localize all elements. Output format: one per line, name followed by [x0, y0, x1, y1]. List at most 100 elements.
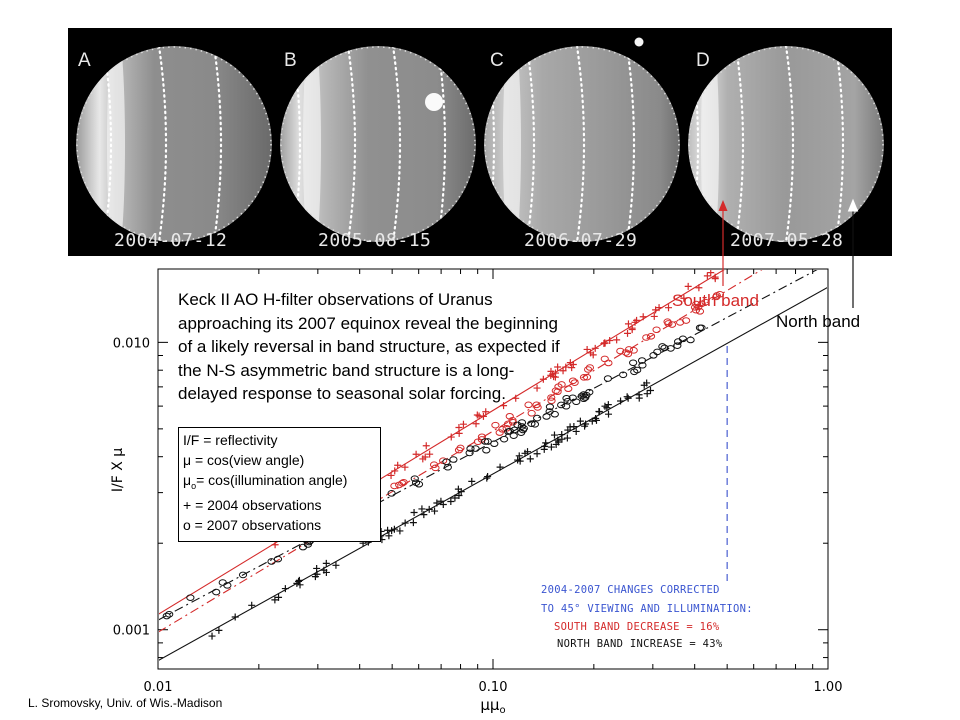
- callout-line: Keck II AO H-filter observations of Uran…: [178, 290, 493, 309]
- north-band-arrowhead: [847, 198, 859, 212]
- data-point-circle: [471, 445, 480, 452]
- data-point-plus: [468, 477, 476, 485]
- data-point-circle: [524, 401, 533, 409]
- data-point-circle: [500, 435, 509, 443]
- data-point-plus: [595, 408, 603, 416]
- data-point-plus: [271, 541, 279, 549]
- data-point-plus: [320, 566, 328, 574]
- data-point-plus: [483, 474, 491, 482]
- data-point-circle: [616, 347, 625, 355]
- data-point-circle: [604, 359, 613, 367]
- data-point-plus: [554, 363, 562, 371]
- data-point-circle: [429, 461, 439, 469]
- y-axis-label: I/F X μ: [110, 448, 126, 492]
- credit-text: L. Sromovsky, Univ. of Wis.-Madison: [28, 696, 223, 710]
- x-tick-label: 0.01: [144, 680, 173, 695]
- data-point-plus: [208, 632, 216, 640]
- data-point-plus: [624, 329, 632, 337]
- data-point-circle: [629, 359, 638, 367]
- data-point-plus: [533, 384, 541, 392]
- data-point-circle: [410, 475, 419, 482]
- data-point-circle: [533, 404, 542, 411]
- data-point-circle: [399, 478, 408, 486]
- data-point-plus: [496, 463, 504, 471]
- data-point-plus: [547, 367, 555, 375]
- data-point-plus: [332, 561, 340, 569]
- data-point-circle: [517, 419, 527, 426]
- data-point-circle: [482, 446, 491, 454]
- data-point-circle: [579, 374, 589, 381]
- data-point-plus: [231, 613, 239, 621]
- data-point-plus: [387, 471, 395, 479]
- definition-2007: o = 2007 observations: [183, 516, 322, 533]
- data-point-plus: [447, 433, 455, 441]
- data-point-plus: [455, 492, 463, 500]
- panel-b-date: 2005-08-15: [318, 230, 432, 251]
- mu-subscript: o: [191, 480, 197, 491]
- uranus-images: [76, 37, 884, 242]
- data-point-plus: [605, 410, 613, 418]
- data-point-plus: [604, 401, 612, 409]
- data-point-circle: [673, 342, 682, 349]
- x-tick-label: 1.00: [814, 680, 843, 695]
- definition-illumination-angle: μo= cos(illumination angle): [183, 471, 374, 497]
- data-point-plus: [391, 467, 399, 475]
- data-point-plus: [707, 270, 715, 277]
- panel-a-letter: A: [78, 50, 91, 71]
- data-point-circle: [547, 397, 556, 405]
- data-point-circle: [584, 366, 593, 373]
- data-point-circle: [633, 366, 642, 374]
- south-band-label: South band: [672, 291, 759, 310]
- data-point-plus: [472, 420, 480, 428]
- y-tick-label: 0.010: [113, 336, 150, 351]
- south-band-decrease: SOUTH BAND DECREASE = 16%: [554, 621, 720, 633]
- data-point-plus: [540, 445, 548, 453]
- data-point-plus: [542, 439, 550, 447]
- definition-2004: + = 2004 observations: [183, 497, 322, 514]
- north-band-label: North band: [776, 312, 861, 331]
- data-point-plus: [643, 390, 651, 398]
- north-band-2004-fit-line: [159, 287, 827, 661]
- data-point-plus: [409, 519, 417, 527]
- data-point-circle: [572, 398, 581, 406]
- data-point-plus: [576, 417, 584, 425]
- data-point-circle: [298, 543, 308, 551]
- data-point-plus: [454, 485, 462, 493]
- data-point-circle: [212, 588, 221, 596]
- data-point-plus: [500, 402, 508, 410]
- data-point-plus: [479, 412, 487, 420]
- data-point-circle: [563, 397, 572, 405]
- data-point-circle: [582, 391, 591, 399]
- data-point-plus: [600, 339, 608, 347]
- data-point-circle: [443, 463, 452, 471]
- uranus-image-strip: A B C D 2004-07-12 2005-08-15 2006-07-29…: [68, 28, 892, 256]
- data-point-circle: [273, 555, 283, 563]
- uranus-disk-a: [76, 46, 272, 242]
- data-point-plus: [680, 294, 688, 302]
- data-point-circle: [646, 332, 656, 340]
- data-point-plus: [473, 411, 481, 419]
- data-point-circle: [547, 394, 556, 401]
- data-point-plus: [451, 494, 459, 502]
- y-tick-label: 0.001: [113, 624, 150, 639]
- panel-a-date: 2004-07-12: [114, 230, 228, 251]
- data-point-circle: [686, 336, 695, 344]
- data-point-circle: [557, 381, 566, 388]
- data-point-circle: [542, 413, 551, 420]
- data-point-plus: [484, 473, 492, 481]
- data-point-circle: [629, 347, 638, 354]
- data-point-plus: [521, 449, 529, 457]
- data-point-plus: [550, 431, 558, 439]
- data-point-plus: [526, 455, 534, 463]
- data-point-plus: [635, 394, 643, 402]
- mu-symbol: μ: [183, 471, 192, 488]
- data-point-plus: [295, 576, 303, 584]
- data-point-plus: [552, 440, 560, 448]
- data-point-circle: [411, 479, 421, 486]
- data-point-circle: [652, 326, 661, 334]
- panel-c-date: 2006-07-29: [524, 230, 638, 251]
- callout-line: of a likely reversal in band structure, …: [178, 337, 560, 356]
- data-point-circle: [603, 375, 613, 382]
- data-point-plus: [591, 344, 599, 352]
- data-point-plus: [410, 508, 418, 516]
